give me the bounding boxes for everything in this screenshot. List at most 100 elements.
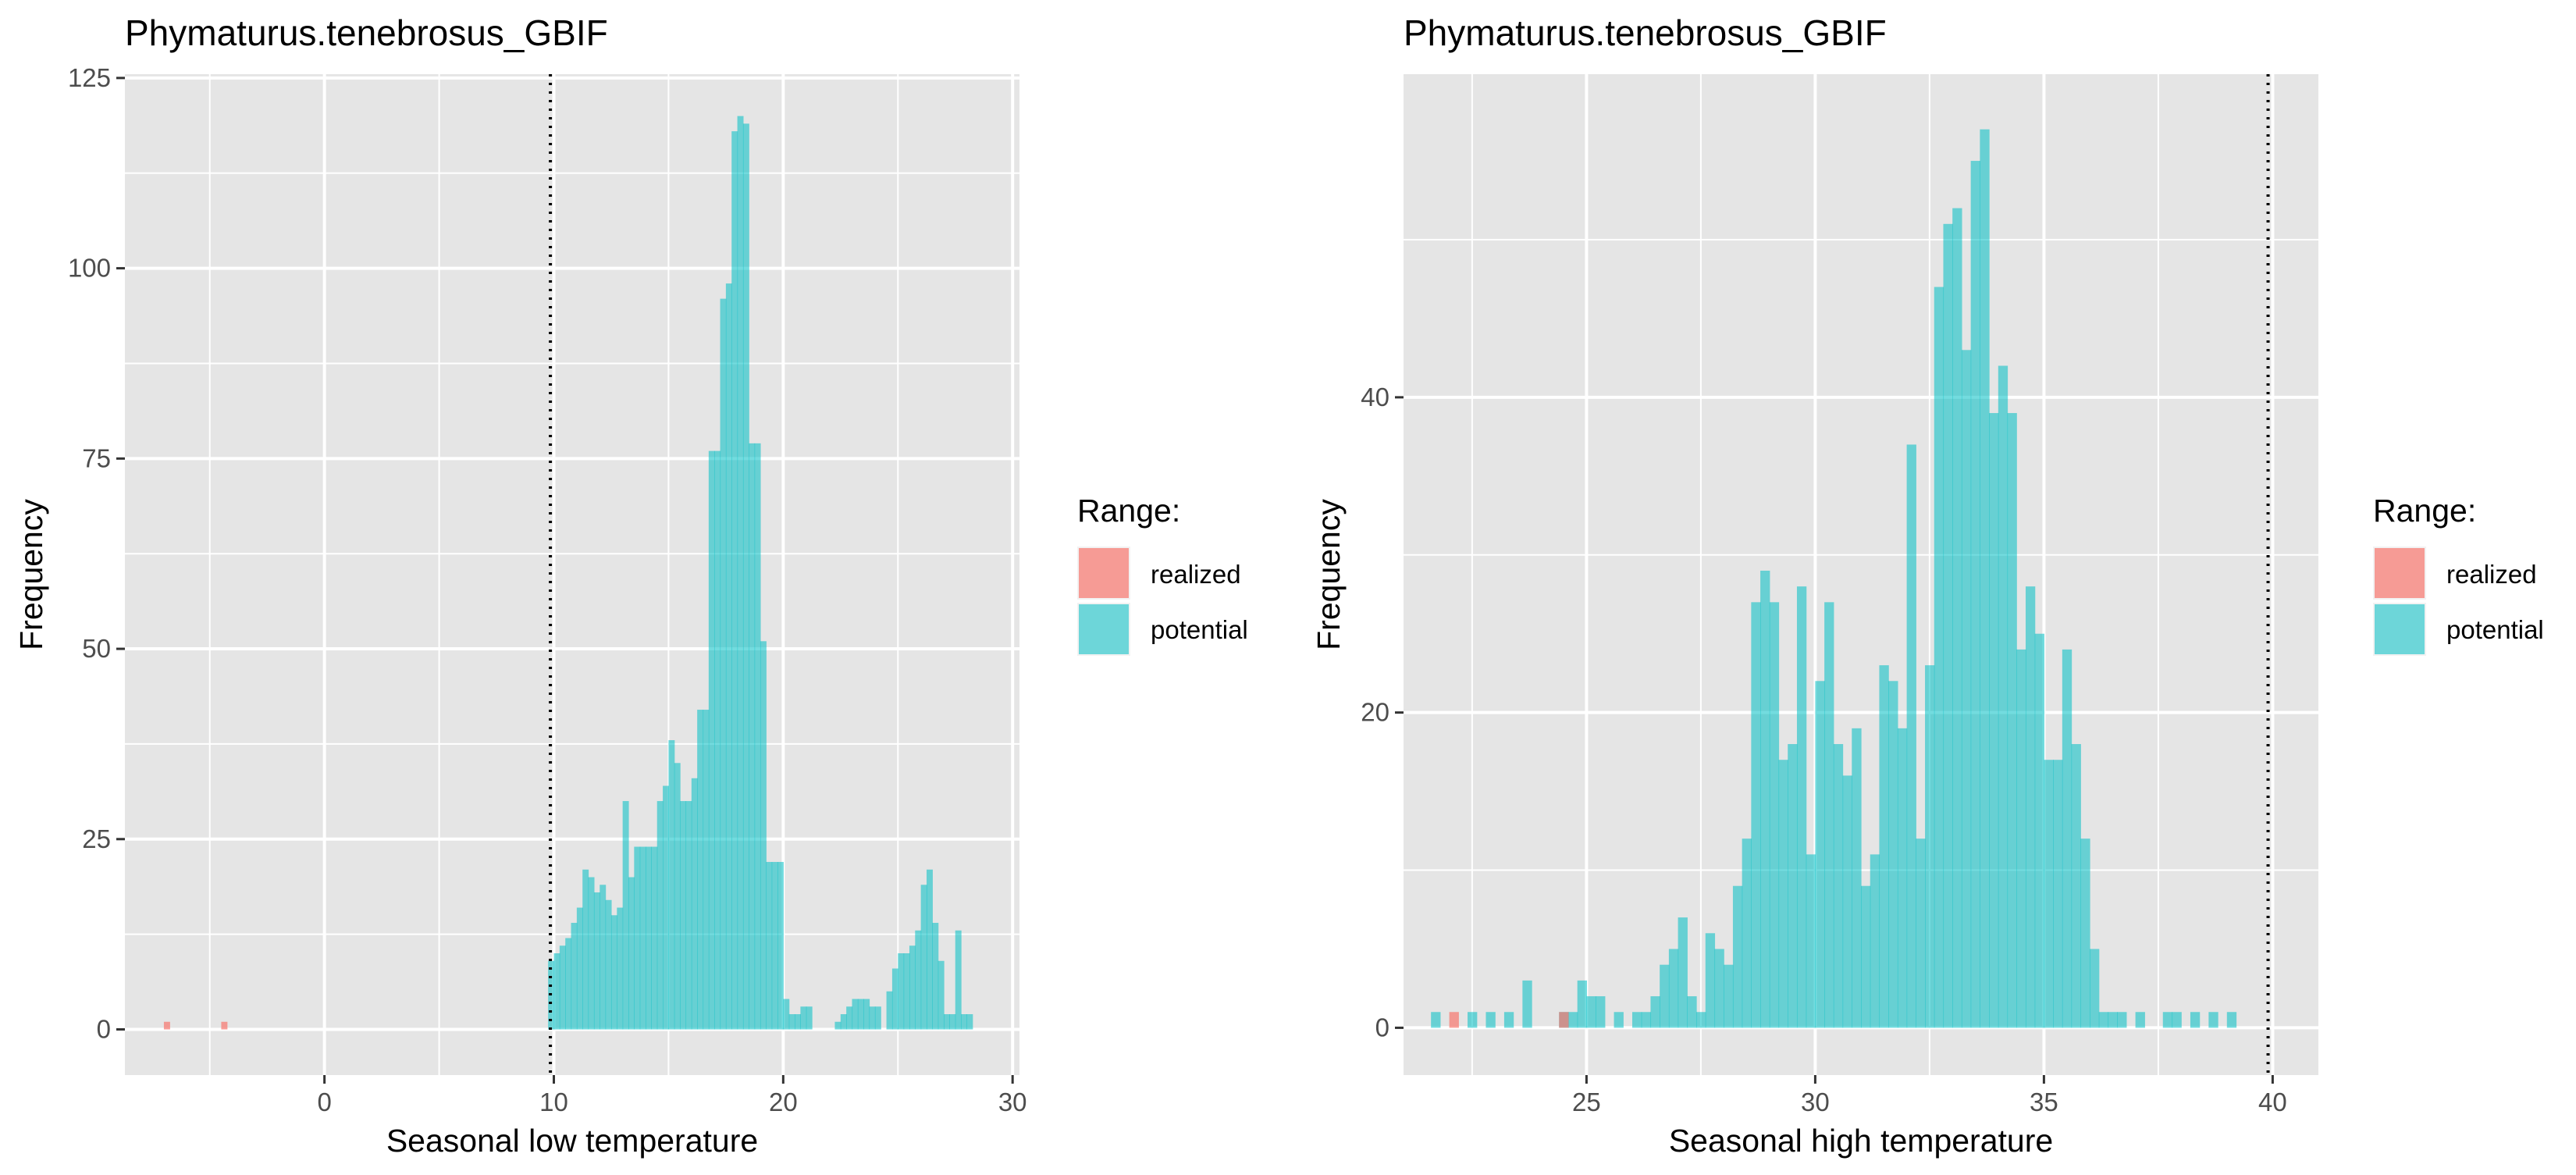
chart-left-axes: 0 10 20 30 0 25 50 75 100 125 [68,63,1027,1116]
potential-bar [909,945,916,1030]
potential-bar [639,846,646,1030]
potential-bar [800,1006,807,1030]
potential-bar [703,710,710,1030]
potential-bar [731,131,738,1030]
potential-bar [777,862,784,1030]
potential-bar [1522,980,1532,1028]
potential-bar [955,930,962,1030]
potential-bar [966,1014,973,1030]
potential-bar [1468,1012,1478,1028]
potential-bar [1861,885,1871,1028]
potential-bar [559,945,566,1030]
chart-right-xlabel: Seasonal high temperature [1669,1123,2053,1159]
chart-right-potential-bars [1431,129,2237,1028]
potential-bar [1879,665,1889,1028]
potential-bar [742,123,749,1030]
potential-bar [903,953,910,1030]
potential-bar [1614,1012,1624,1028]
potential-bar [674,763,681,1030]
potential-bar [565,938,572,1030]
potential-bar [634,846,641,1030]
potential-bar [760,641,767,1030]
potential-bar [857,999,864,1030]
potential-bar [663,785,670,1030]
potential-bar [1897,728,1908,1028]
chart-left-realized-bars [163,1021,228,1030]
legend-left-realized-key [1079,548,1129,598]
y-tick-label: 25 [82,824,111,853]
potential-bar [2025,586,2036,1028]
potential-bar [834,1021,841,1030]
potential-bar [1696,1012,1706,1028]
y-tick-label: 75 [82,443,111,472]
potential-bar [737,116,744,1030]
potential-bar [714,450,721,1030]
legend-left-potential-key [1079,604,1129,654]
potential-bar [1678,917,1688,1028]
chart-right-legend: Range: realized potential [2373,493,2544,656]
potential-bar [576,907,583,1030]
potential-bar [1632,1012,1642,1028]
potential-bar [2071,744,2081,1028]
potential-bar [1916,839,1926,1028]
potential-bar [1650,996,1660,1028]
potential-bar [840,1014,847,1030]
potential-bar [1833,744,1844,1028]
potential-bar [2226,1012,2237,1028]
realized-bar [221,1021,228,1030]
potential-bar [691,778,698,1030]
potential-bar [646,846,652,1030]
potential-bar [1724,964,1734,1028]
chart-right: Phymaturus.tenebrosus_GBIF 25 30 35 40 0 20 40… [1311,12,2544,1159]
potential-bar [766,862,773,1030]
potential-bar [863,999,870,1030]
potential-bar [1742,839,1752,1028]
chart-right-realized-bars [1449,1012,1569,1028]
potential-bar [1769,602,1780,1028]
potential-bar [891,968,898,1030]
potential-bar [697,710,704,1030]
potential-bar [926,869,933,1030]
potential-bar [1760,570,1770,1028]
potential-bar [944,1014,950,1030]
potential-bar [1751,602,1761,1028]
legend-left-realized-label: realized [1151,560,1241,589]
potential-bar [720,298,727,1030]
potential-bar [1934,287,1944,1028]
potential-bar [2098,1012,2109,1028]
realized-bar [1559,1012,1569,1028]
potential-bar [920,885,927,1030]
potential-bar [1870,854,1880,1028]
potential-bar [915,930,922,1030]
potential-bar [656,801,664,1030]
legend-right-title: Range: [2373,493,2476,529]
potential-bar [1586,996,1596,1028]
x-tick-label: 40 [2258,1088,2287,1116]
potential-bar [783,999,790,1030]
potential-bar [1998,365,2008,1028]
x-tick-label: 10 [539,1088,568,1116]
potential-bar [1660,964,1670,1028]
y-tick-label: 50 [82,634,111,663]
y-tick-label: 100 [68,254,111,283]
potential-bar [788,1014,795,1030]
potential-bar [685,801,692,1030]
legend-right-potential-label: potential [2446,615,2544,644]
y-tick-label: 125 [68,63,111,92]
potential-bar [932,923,939,1030]
potential-bar [2135,1012,2145,1028]
potential-bar [938,960,945,1030]
potential-bar [2053,760,2063,1028]
legend-left-title: Range: [1077,493,1180,529]
y-tick-label: 0 [97,1015,111,1044]
chart-right-axes: 25 30 35 40 0 20 40 [1361,383,2286,1116]
potential-bar [1485,1012,1496,1028]
potential-bar [651,846,658,1030]
potential-bar [898,953,905,1030]
potential-bar [1788,744,1798,1028]
potential-bar [680,801,687,1030]
potential-bar [588,877,595,1030]
potential-bar [610,915,617,1030]
realized-bar [1449,1012,1459,1028]
